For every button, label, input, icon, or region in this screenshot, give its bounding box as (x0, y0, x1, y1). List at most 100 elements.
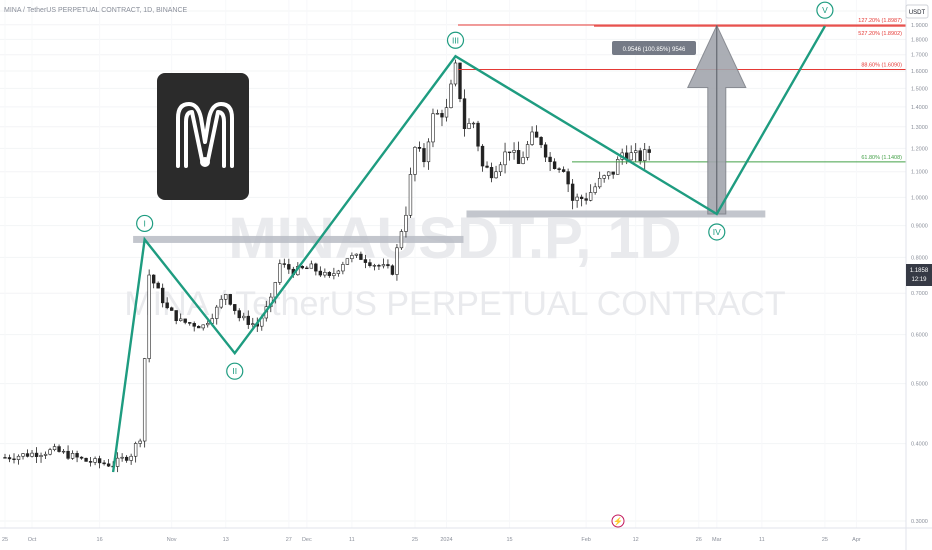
candle (552, 158, 557, 170)
candle-body (300, 266, 305, 269)
candle-body (390, 265, 395, 275)
candle-body (485, 165, 489, 168)
currency-badge[interactable] (905, 4, 929, 19)
candle-body (449, 83, 453, 108)
candle-body (453, 62, 458, 85)
candle-body (368, 262, 372, 266)
candle-body (530, 131, 534, 145)
candle-body (16, 455, 21, 460)
candle-body (426, 141, 431, 163)
candle-body (142, 358, 147, 442)
y-tick-label: 1.1000 (911, 170, 928, 176)
candle-body (350, 255, 354, 259)
candle (237, 308, 241, 322)
y-tick-label: 0.3000 (911, 519, 928, 525)
y-tick-label: 0.9000 (911, 224, 928, 230)
candle (602, 174, 606, 183)
candle (584, 192, 588, 205)
candle-body (570, 183, 575, 201)
watermark-name: MINA / TetherUS PERPETUAL CONTRACT (124, 285, 785, 323)
candle (561, 166, 566, 173)
candle (215, 304, 219, 325)
y-tick-label: 1.7000 (911, 53, 928, 59)
x-tick-label: Apr (852, 537, 861, 543)
candle (178, 313, 183, 322)
candle-body (377, 265, 381, 267)
candle (359, 251, 363, 260)
y-tick-label: 1.8000 (911, 37, 928, 43)
candle-body (467, 123, 471, 129)
candle (368, 259, 372, 268)
candle-body (237, 310, 241, 319)
candle-body (192, 323, 196, 327)
candle (597, 171, 602, 189)
candle (206, 320, 210, 328)
candle-body (228, 294, 232, 305)
candle (372, 263, 377, 271)
x-tick-label: 12 (633, 537, 639, 543)
candle (142, 357, 147, 448)
candle-body (115, 457, 120, 467)
x-tick-label: 27 (286, 537, 292, 543)
candle (413, 146, 417, 182)
candle (498, 161, 503, 176)
candle (634, 143, 638, 162)
candle (494, 165, 498, 179)
candle (408, 167, 413, 218)
candle-body (3, 457, 7, 459)
candle-body (48, 449, 52, 455)
candle (476, 120, 480, 152)
candle (570, 179, 575, 210)
candle (377, 263, 381, 271)
chart-header-title: MINA / TetherUS PERPETUAL CONTRACT, 1D, … (4, 7, 188, 14)
x-tick-label: Mar (712, 537, 722, 543)
fib-label: 127.20% (1.8987) (858, 18, 902, 24)
candle-body (318, 270, 323, 276)
measure-tooltip: 0.9546 (100.85%) 9546 (612, 41, 696, 55)
candle-body (395, 247, 399, 275)
x-tick-label: 25 (412, 537, 418, 543)
candle (66, 445, 70, 460)
candle (543, 142, 548, 162)
candle-body (435, 113, 440, 115)
candle-body (336, 270, 341, 274)
candle (309, 260, 314, 269)
candle-body (341, 264, 345, 272)
y-tick-label: 1.2000 (911, 146, 928, 152)
candle-body (61, 450, 66, 453)
candle (129, 453, 133, 465)
candle (341, 261, 345, 275)
x-tick-label: 11 (349, 537, 355, 543)
candle (611, 171, 615, 179)
wave-label: I (143, 218, 145, 228)
candle (228, 293, 232, 306)
candle-body (79, 456, 84, 459)
candle (16, 454, 21, 465)
event-marker[interactable]: ⚡ (611, 514, 625, 528)
candle (332, 267, 336, 280)
candle (188, 322, 192, 326)
candle (174, 310, 178, 325)
candle (30, 450, 34, 458)
candle-body (413, 146, 417, 175)
candle (386, 259, 390, 269)
candle (165, 297, 169, 310)
y-tick-label: 1.3000 (911, 125, 928, 131)
candle (120, 453, 124, 462)
candle (417, 141, 422, 152)
candle (548, 152, 552, 172)
fib-label: 61.80% (1.1408) (861, 155, 902, 161)
y-tick-label: 0.5000 (911, 382, 928, 388)
wave-label: V (822, 5, 828, 15)
y-tick-label: 1.6000 (911, 69, 928, 75)
y-tick-label: 1.4000 (911, 105, 928, 111)
candle-body (422, 148, 426, 163)
candle-body (178, 318, 183, 322)
candle (557, 167, 561, 173)
candle (643, 142, 647, 170)
candle (489, 162, 494, 183)
wave-label-circle (136, 214, 154, 233)
wave-line (111, 25, 826, 473)
candle (233, 304, 237, 315)
